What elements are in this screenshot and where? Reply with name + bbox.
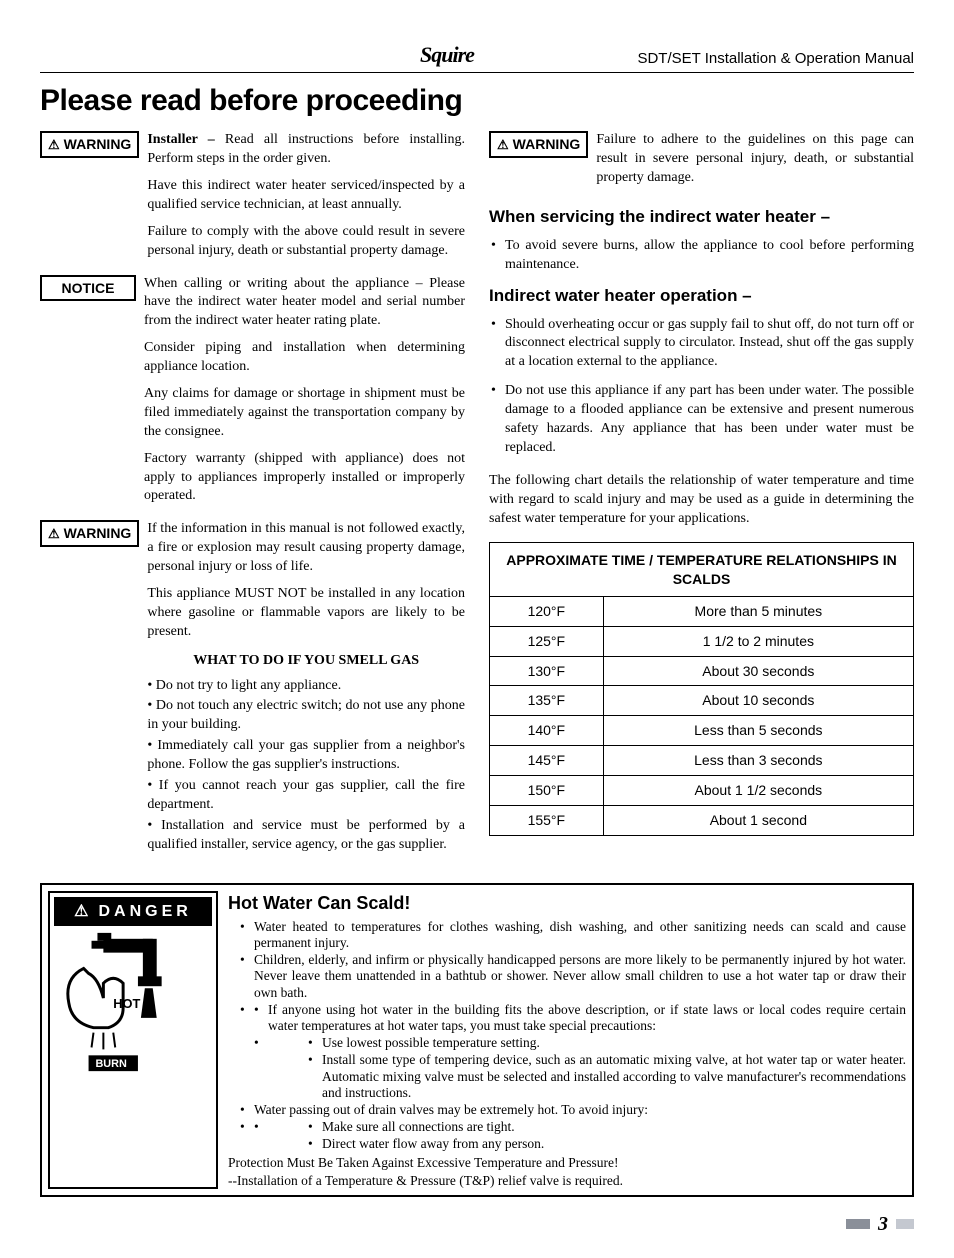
- danger-sub-item: If anyone using hot water in the buildin…: [228, 1002, 906, 1034]
- page-number: 3: [878, 1211, 888, 1238]
- danger-label: ⚠ DANGER: [54, 897, 212, 927]
- warning-badge-2: ⚠WARNING: [40, 520, 139, 547]
- table-row: 135°FAbout 10 seconds: [490, 686, 914, 716]
- warning-block-1: ⚠WARNING Installer – Read all instructio…: [40, 131, 465, 268]
- warning-triangle-icon: ⚠: [497, 136, 509, 154]
- page-footer: 3: [40, 1211, 914, 1238]
- table-row: 145°FLess than 3 seconds: [490, 746, 914, 776]
- gas-b3: • Immediately call your gas supplier fro…: [147, 737, 465, 775]
- gas-b1: • Do not try to light any appliance.: [147, 677, 465, 696]
- danger-item: If anyone using hot water in the buildin…: [228, 1002, 906, 1101]
- warning-badge-label: WARNING: [513, 135, 581, 154]
- danger-label-text: DANGER: [99, 901, 192, 923]
- danger-sub2-item: Install some type of tempering device, s…: [268, 1052, 906, 1101]
- notice-p4: Factory warranty (shipped with appliance…: [144, 450, 465, 507]
- danger-content: Hot Water Can Scald! Water heated to tem…: [228, 891, 906, 1189]
- warning-badge-label: WARNING: [64, 135, 132, 154]
- footer-bar-light: [896, 1219, 914, 1229]
- danger-title: Hot Water Can Scald!: [228, 891, 906, 915]
- gas-b2: • Do not touch any electric switch; do n…: [147, 697, 465, 735]
- warning2-p2: This appliance MUST NOT be installed in …: [147, 585, 465, 642]
- table-row: 130°FAbout 30 seconds: [490, 656, 914, 686]
- footer-bar-dark: [846, 1219, 870, 1229]
- warning-badge-3: ⚠WARNING: [489, 131, 588, 158]
- warning-triangle-icon: ⚠: [48, 136, 60, 154]
- section-heading: Please read before proceeding: [40, 81, 914, 122]
- chart-intro: The following chart details the relation…: [489, 472, 914, 529]
- notice-badge: NOTICE: [40, 275, 136, 302]
- table-row: 125°F1 1/2 to 2 minutes: [490, 626, 914, 656]
- scald-table: APPROXIMATE TIME / TEMPERATURE RELATIONS…: [489, 542, 914, 836]
- danger-triangle-icon: ⚠: [74, 901, 92, 923]
- left-column: ⚠WARNING Installer – Read all instructio…: [40, 131, 465, 862]
- danger-item: Children, elderly, and infirm or physica…: [228, 952, 906, 1001]
- danger-box: ⚠ DANGER HOT BURN Hot Water Can Scald! W…: [40, 883, 914, 1197]
- servicing-list: To avoid severe burns, allow the applian…: [489, 237, 914, 275]
- table-row: 140°FLess than 5 seconds: [490, 716, 914, 746]
- servicing-heading: When servicing the indirect water heater…: [489, 206, 914, 229]
- gas-b5: • Installation and service must be perfo…: [147, 817, 465, 855]
- danger-item: Water heated to temperatures for clothes…: [228, 919, 906, 951]
- notice-block: NOTICE When calling or writing about the…: [40, 275, 465, 515]
- service-para: Have this indirect water heater serviced…: [147, 177, 465, 215]
- right-column: ⚠WARNING Failure to adhere to the guidel…: [489, 131, 914, 862]
- danger-sub2-item: Make sure all connections are tight.: [268, 1119, 906, 1135]
- warning2-p1: If the information in this manual is not…: [147, 520, 465, 577]
- danger-item: Water passing out of drain valves may be…: [228, 1102, 906, 1118]
- danger-sub-item: Use lowest possible temperature setting.…: [228, 1035, 906, 1101]
- warning-badge: ⚠WARNING: [40, 131, 139, 158]
- danger-graphic: ⚠ DANGER HOT BURN: [48, 891, 218, 1189]
- warning-badge-label: WARNING: [64, 524, 132, 543]
- notice-p3: Any claims for damage or shortage in shi…: [144, 385, 465, 442]
- faucet-hand-icon: HOT BURN: [54, 928, 212, 1078]
- header-bar: Squire SDT/SET Installation & Operation …: [40, 40, 914, 73]
- brand-logo: Squire: [420, 40, 474, 70]
- right-warning-para: Failure to adhere to the guidelines on t…: [596, 131, 914, 188]
- operation-item-1: Should overheating occur or gas supply f…: [489, 316, 914, 373]
- notice-p2: Consider piping and installation when de…: [144, 339, 465, 377]
- danger-sub-item: Make sure all connections are tight. Dir…: [228, 1119, 906, 1152]
- danger-foot-1: Protection Must Be Taken Against Excessi…: [228, 1155, 906, 1171]
- danger-item: Make sure all connections are tight. Dir…: [228, 1119, 906, 1152]
- servicing-item: To avoid severe burns, allow the applian…: [489, 237, 914, 275]
- operation-list: Should overheating occur or gas supply f…: [489, 316, 914, 458]
- table-row: 155°FAbout 1 second: [490, 806, 914, 836]
- danger-sub2-item: Use lowest possible temperature setting.: [268, 1035, 906, 1051]
- danger-list: Water heated to temperatures for clothes…: [228, 919, 906, 1153]
- svg-text:HOT: HOT: [113, 996, 140, 1011]
- table-row: 120°FMore than 5 minutes: [490, 596, 914, 626]
- scald-table-body: 120°FMore than 5 minutes 125°F1 1/2 to 2…: [490, 596, 914, 835]
- scald-table-title: APPROXIMATE TIME / TEMPERATURE RELATIONS…: [490, 543, 914, 596]
- main-columns: ⚠WARNING Installer – Read all instructio…: [40, 131, 914, 862]
- warning-block-2: ⚠WARNING If the information in this manu…: [40, 520, 465, 856]
- svg-text:BURN: BURN: [95, 1058, 127, 1070]
- manual-title: SDT/SET Installation & Operation Manual: [637, 49, 914, 69]
- operation-item-2: Do not use this appliance if any part ha…: [489, 382, 914, 458]
- installer-para: Installer – Read all instructions before…: [147, 131, 465, 169]
- danger-sub2-item: Direct water flow away from any person.: [268, 1136, 906, 1152]
- hot-burn-illustration: HOT BURN: [54, 928, 212, 1078]
- gas-b4: • If you cannot reach your gas supplier,…: [147, 777, 465, 815]
- operation-heading: Indirect water heater operation –: [489, 285, 914, 308]
- gas-heading: WHAT TO DO IF YOU SMELL GAS: [147, 652, 465, 671]
- notice-p1: When calling or writing about the applia…: [144, 275, 465, 332]
- warning-triangle-icon: ⚠: [48, 525, 60, 543]
- warning-block-right: ⚠WARNING Failure to adhere to the guidel…: [489, 131, 914, 196]
- failure-para: Failure to comply with the above could r…: [147, 223, 465, 261]
- table-row: 150°FAbout 1 1/2 seconds: [490, 776, 914, 806]
- danger-foot-2: --Installation of a Temperature & Pressu…: [228, 1173, 906, 1189]
